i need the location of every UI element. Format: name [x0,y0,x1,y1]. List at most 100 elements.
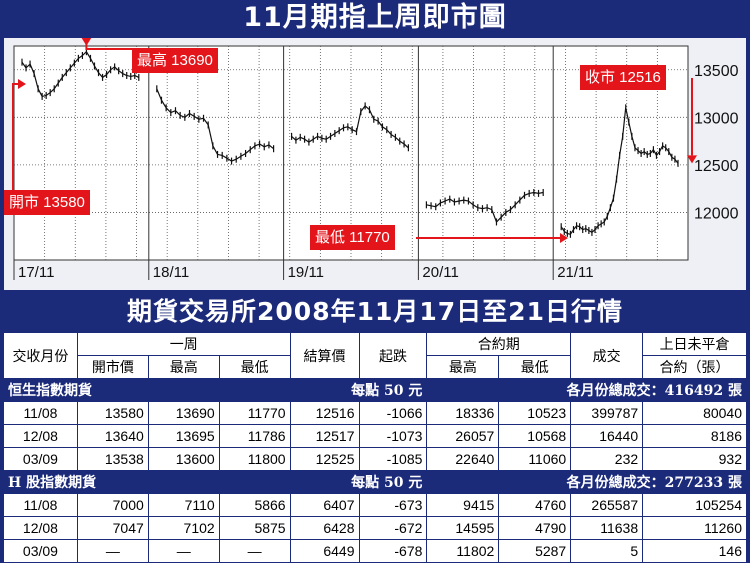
value-cell: 265587 [570,493,644,517]
header-row-1: 交收月份 一周 結算價 起跌 合約期 成交 上日未平倉 [3,332,747,379]
value-cell: 14595 [426,516,500,540]
callout-low: 最低 11770 [310,225,395,250]
value-cell: 7102 [147,516,220,540]
value-cell: 8186 [642,424,747,448]
value-cell: 4760 [498,493,572,517]
col-volume: 成交 [570,332,644,379]
col-week-high: 最高 [147,355,220,379]
col-week-open: 開市價 [76,355,149,379]
x-tick-label: 18/11 [153,264,189,281]
arrow-open [12,83,20,190]
price-line [560,107,679,235]
section-per-point: 每點 50 元 [289,378,428,402]
value-cell: 13538 [76,447,149,471]
plot-area [13,45,689,261]
section-total: 各月份總成交：416492 張 [426,378,747,402]
y-tick-label: 13500 [694,63,739,80]
value-cell: — [76,539,149,563]
value-cell: -1066 [358,401,428,425]
callout-close: 收市 12516 [580,65,666,90]
value-cell: 11060 [498,447,572,471]
col-change: 起跌 [358,332,428,379]
month-cell: 03/09 [3,539,78,563]
value-cell: 6449 [289,539,360,563]
col-contract-period: 合約期 [426,332,572,356]
value-cell: 12516 [289,401,360,425]
value-cell: 13580 [76,401,149,425]
value-cell: 5866 [218,493,291,517]
col-period-high: 最高 [426,355,500,379]
value-cell: 13600 [147,447,220,471]
futures-table: 交收月份 一周 結算價 起跌 合約期 成交 上日未平倉 開市價 最高 最低 最高… [3,332,747,563]
value-cell: 9415 [426,493,500,517]
table-row: 11/08 7000 7110 5866 6407 -673 9415 4760 265587 1… [3,493,747,517]
arrowhead-low [560,233,568,243]
value-cell: -678 [358,539,428,563]
arrowhead-open [18,79,26,89]
month-cell: 12/08 [3,516,78,540]
value-cell: 10523 [498,401,572,425]
value-cell: 11770 [218,401,291,425]
value-cell: 11638 [570,516,644,540]
value-cell: 6428 [289,516,360,540]
value-cell: -1073 [358,424,428,448]
value-cell: 22640 [426,447,500,471]
header-row-2: 開市價 最高 最低 最高 最低 合約（張） [4,355,747,379]
callout-open: 開市 13580 [4,190,90,215]
chart-title: 11月期指上周即市圖 [243,2,507,33]
value-cell: — [147,539,220,563]
month-cell: 12/08 [3,424,78,448]
col-open-interest-unit: 合約（張） [642,355,747,379]
y-tick-label: 12500 [694,158,739,175]
section-header: H 股指數期貨 每點 50 元各月份總成交：277233 張 [3,470,747,494]
month-cell: 11/08 [3,401,78,425]
value-cell: 6407 [289,493,360,517]
price-line [291,105,409,149]
value-cell: 10568 [498,424,572,448]
callout-high: 最高 13690 [132,48,218,73]
value-cell: 13695 [147,424,220,448]
table-row: 03/09— — —6449 -678 11802 5287 5 146 [3,539,747,563]
section-per-point: 每點 50 元 [289,470,428,494]
value-cell: 399787 [570,401,644,425]
x-tick-label: 17/11 [18,264,54,281]
arrowhead-high [81,38,92,46]
table-row: 12/08 13640 13695 11786 12517 -1073 26057 10568… [3,424,747,448]
price-line [21,50,140,98]
value-cell: 7047 [76,516,149,540]
section-name: H 股指數期貨 [3,470,291,494]
value-cell: 13690 [147,401,220,425]
col-week: 一周 [76,332,291,356]
value-cell: -672 [358,516,428,540]
table-row: 11/08 13580 13690 11770 12516 -1066 18336 10523… [3,401,747,425]
month-cell: 03/09 [3,447,78,471]
value-cell: 11802 [426,539,500,563]
value-cell: 12525 [289,447,360,471]
value-cell: 4790 [498,516,572,540]
value-cell: 11786 [218,424,291,448]
section-total: 各月份總成交：277233 張 [426,470,747,494]
value-cell: 105254 [642,493,747,517]
col-open-interest: 上日未平倉 [642,332,747,356]
x-tick-label: 21/11 [557,264,593,281]
value-cell: 7110 [147,493,220,517]
price-line [156,88,274,162]
table-row: 03/09 13538 13600 11800 12525 -1085 22640 11060… [3,447,747,471]
value-cell: -673 [358,493,428,517]
value-cell: 5 [570,539,644,563]
col-period-low: 最低 [498,355,572,379]
y-tick-label: 13000 [694,110,739,127]
month-cell: 11/08 [3,493,78,517]
value-cell: 7000 [76,493,149,517]
chart-panel: 12000 12500 13000 13500 17/11 18/11 19/11 20/11… [4,38,746,290]
value-cell: 80040 [642,401,747,425]
table-row: 12/08 7047 7102 5875 6428 -672 14595 4790 11638 1… [3,516,747,540]
intraday-chart: 12000 12500 13000 13500 17/11 18/11 19/11 20/11… [12,38,739,281]
x-tick-label: 19/11 [288,264,324,281]
value-cell: 12517 [289,424,360,448]
arrowhead-close [687,155,697,164]
value-cell: 11800 [218,447,291,471]
value-cell: 232 [570,447,644,471]
x-tick-label: 20/11 [422,264,458,281]
section-name: 恒生指數期貨 [3,378,291,402]
